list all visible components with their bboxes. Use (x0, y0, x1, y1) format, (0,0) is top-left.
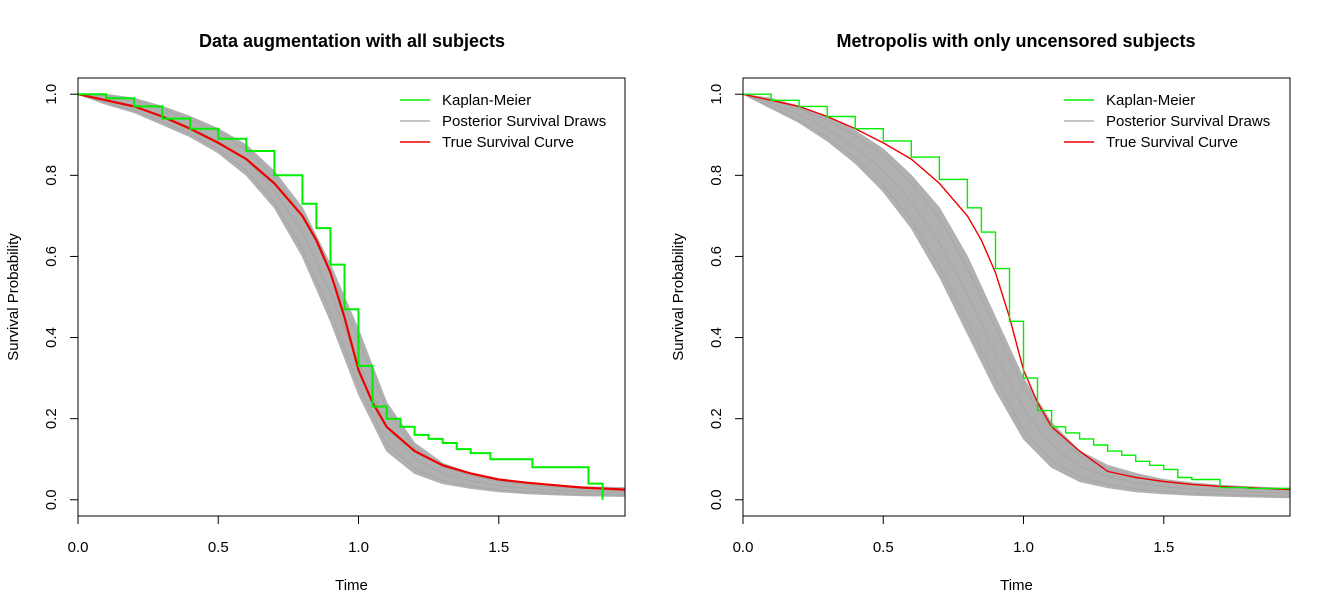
y-tick-label: 0.6 (43, 246, 60, 267)
plot-frame (742, 77, 1291, 517)
plot-frame (77, 77, 626, 517)
y-axis-label: Survival Probability (670, 233, 687, 361)
x-tick-label: 1.0 (348, 539, 369, 556)
y-tick-label: 1.0 (43, 84, 60, 105)
y-tick-label: 0.0 (43, 489, 60, 510)
x-tick-label: 0.5 (873, 539, 894, 556)
chart-title: Data augmentation with all subjects (199, 31, 505, 51)
x-tick-label: 1.5 (1153, 539, 1174, 556)
x-axis-label: Time (335, 577, 368, 594)
y-tick-label: 0.2 (708, 408, 725, 429)
y-tick-label: 0.2 (43, 408, 60, 429)
posterior-draw-line (742, 93, 1291, 491)
x-tick-label: 0.0 (68, 539, 89, 556)
posterior-draw-line (742, 93, 1291, 494)
posterior-draws-band (77, 93, 626, 498)
legend-label: Posterior Survival Draws (442, 113, 606, 130)
x-axis-label: Time (1000, 577, 1033, 594)
y-tick-label: 0.4 (43, 327, 60, 348)
y-tick-label: 0.4 (708, 327, 725, 348)
right-panel: 0.0 0.5 1.0 1.5 0.0 0.2 0.4 0.6 0.8 1.0 Metropolis… (670, 31, 1291, 594)
y-tick-label: 1.0 (708, 84, 725, 105)
posterior-draw-line (77, 93, 626, 496)
chart-title: Metropolis with only uncensored subjects (836, 31, 1195, 51)
legend-label: True Survival Curve (442, 134, 574, 151)
legend-label: Kaplan-Meier (442, 92, 531, 109)
legend-label: Posterior Survival Draws (1106, 113, 1270, 130)
left-panel: 0.0 0.5 1.0 1.5 0.0 0.2 0.4 0.6 0.8 1.0 Data augme… (5, 31, 626, 594)
posterior-draw-line (742, 93, 1291, 497)
true-survival-curve (742, 93, 1291, 491)
y-tick-label: 0.0 (708, 489, 725, 510)
x-tick-label: 0.5 (208, 539, 229, 556)
x-tick-label: 0.0 (733, 539, 754, 556)
posterior-draw-line (77, 93, 626, 493)
y-tick-label: 0.8 (43, 165, 60, 186)
kaplan-meier-curve (743, 93, 1291, 490)
y-tick-label: 0.6 (708, 246, 725, 267)
true-survival-curve (77, 93, 626, 491)
posterior-draws-band (742, 93, 1291, 499)
posterior-draw-line (77, 93, 626, 490)
x-tick-label: 1.5 (488, 539, 509, 556)
legend-label: Kaplan-Meier (1106, 92, 1195, 109)
legend-label: True Survival Curve (1106, 134, 1238, 151)
y-axis-label: Survival Probability (5, 233, 22, 361)
x-tick-label: 1.0 (1013, 539, 1034, 556)
kaplan-meier-curve (78, 93, 604, 500)
y-tick-label: 0.8 (708, 165, 725, 186)
